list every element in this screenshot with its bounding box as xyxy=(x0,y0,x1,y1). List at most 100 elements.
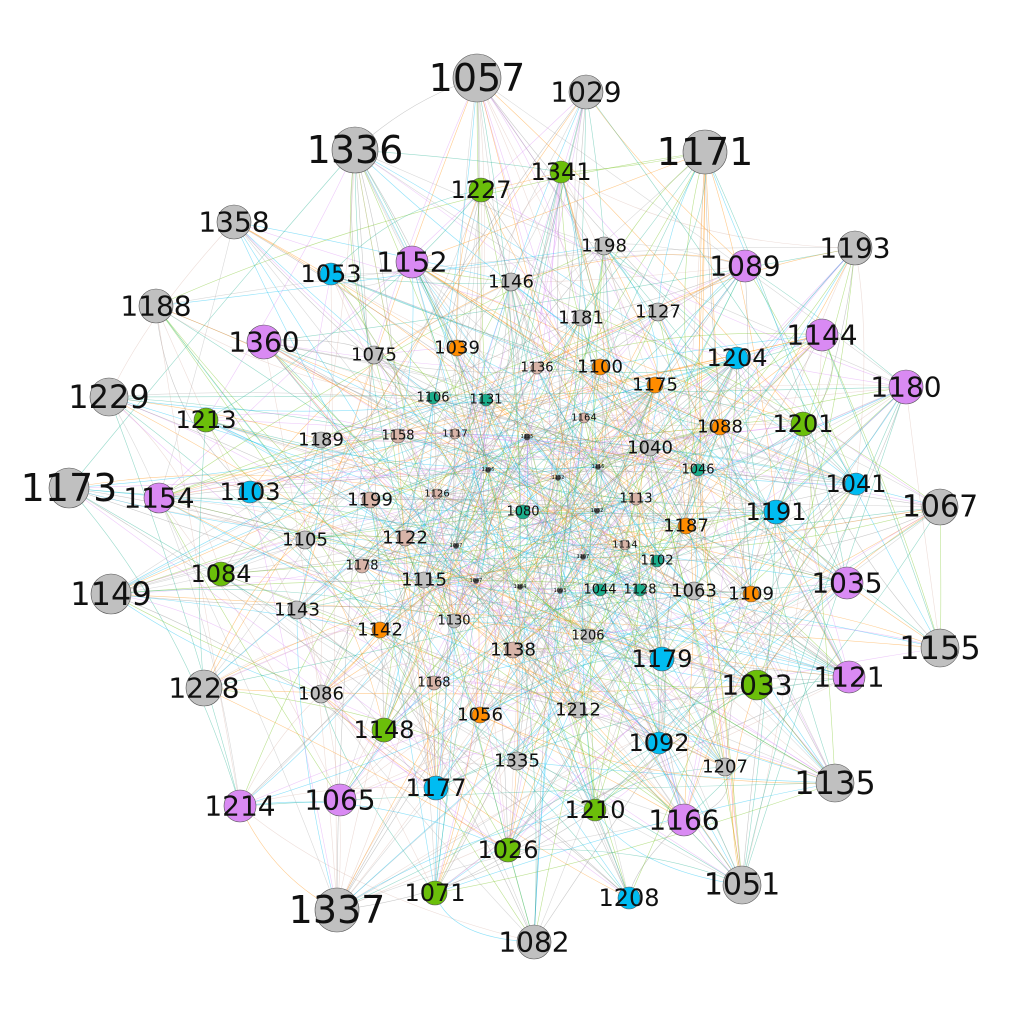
graph-edge xyxy=(536,247,856,369)
graph-edge xyxy=(304,151,706,541)
node-circle xyxy=(395,245,429,279)
graph-edge xyxy=(719,426,752,595)
graph-edge xyxy=(373,354,687,527)
graph-edge xyxy=(404,537,685,821)
node-circle xyxy=(449,428,461,440)
graph-edge xyxy=(536,367,663,660)
graph-edge xyxy=(577,676,850,711)
graph-edge xyxy=(683,483,857,821)
graph-edge xyxy=(361,281,512,567)
node-label: 1184 xyxy=(514,584,527,590)
graph-edge xyxy=(821,334,941,649)
graph-edge xyxy=(510,281,848,584)
node-circle xyxy=(471,706,489,724)
graph-edge xyxy=(661,357,738,660)
graph-edge xyxy=(526,384,907,438)
graph-edge xyxy=(479,657,663,716)
graph-edge xyxy=(354,149,399,437)
graph-edge xyxy=(263,341,538,369)
graph-edge xyxy=(719,426,758,686)
graph-edge xyxy=(249,317,582,493)
graph-edge xyxy=(383,397,437,731)
graph-edge xyxy=(704,151,752,595)
graph-node: 1335 xyxy=(494,751,540,772)
graph-edge xyxy=(684,151,706,471)
graph-node: 1102 xyxy=(640,554,673,569)
node-label: 1149 xyxy=(70,575,151,613)
node-label: 1040 xyxy=(627,438,673,459)
graph-node: 1075 xyxy=(351,345,397,366)
graph-edge xyxy=(519,586,836,784)
graph-edge xyxy=(559,366,601,592)
node-circle xyxy=(238,480,262,504)
graph-edge xyxy=(453,620,758,686)
graph-edge xyxy=(480,189,743,886)
graph-edge xyxy=(68,357,738,489)
graph-edge xyxy=(657,311,850,678)
graph-node: 1041 xyxy=(825,470,886,498)
node-circle xyxy=(495,837,521,863)
graph-edge xyxy=(635,498,850,678)
graph-edge xyxy=(533,590,561,943)
graph-edge xyxy=(453,466,599,622)
graph-edge xyxy=(239,782,836,807)
node-label: 1166 xyxy=(648,804,719,837)
graph-edge xyxy=(320,384,656,695)
node-circle xyxy=(295,530,315,550)
graph-edge xyxy=(594,357,738,811)
graph-edge xyxy=(583,417,660,744)
graph-edge xyxy=(263,341,685,821)
graph-edge xyxy=(485,399,596,811)
graph-edge xyxy=(512,366,601,651)
graph-edge xyxy=(110,593,322,695)
graph-edge xyxy=(108,396,435,684)
graph-edge xyxy=(476,77,685,821)
node-label: 1201 xyxy=(772,410,833,438)
graph-edge xyxy=(507,506,941,851)
graph-edge xyxy=(417,493,438,789)
node-circle xyxy=(185,669,223,707)
graph-edge xyxy=(475,334,823,582)
node-label: 1114 xyxy=(612,540,637,551)
graph-edge xyxy=(296,439,323,611)
node-label: 1051 xyxy=(704,868,780,903)
graph-edge xyxy=(155,305,436,894)
graph-edge xyxy=(436,77,480,495)
graph-edge xyxy=(263,341,857,485)
graph-edge xyxy=(510,265,746,283)
graph-edge xyxy=(263,341,456,435)
graph-edge xyxy=(108,396,241,807)
node-circle xyxy=(331,126,379,174)
graph-edge xyxy=(249,281,512,493)
graph-edge xyxy=(108,396,579,711)
graph-edge xyxy=(436,493,850,678)
graph-edge xyxy=(369,499,436,894)
graph-edge xyxy=(203,91,587,689)
graph-edge xyxy=(526,436,596,811)
graph-edge xyxy=(423,579,758,686)
graph-edge xyxy=(455,436,528,547)
graph-edge xyxy=(597,311,659,468)
graph-node: 1152 xyxy=(376,246,447,279)
graph-edge xyxy=(596,466,612,512)
graph-node: 1227 xyxy=(450,176,511,204)
node-circle xyxy=(619,539,631,551)
graph-edge xyxy=(354,149,656,386)
graph-edge xyxy=(205,189,482,421)
graph-edge xyxy=(756,247,856,686)
node-circle xyxy=(426,391,440,405)
graph-node: 1179 xyxy=(631,645,692,673)
graph-edge xyxy=(330,273,579,711)
graph-edge xyxy=(320,693,509,851)
graph-edge xyxy=(354,149,385,731)
graph-edge xyxy=(436,493,589,637)
graph-edge xyxy=(599,366,663,660)
graph-edge xyxy=(454,433,637,500)
graph-edge xyxy=(233,221,434,399)
graph-edge xyxy=(775,247,856,513)
graph-edge xyxy=(336,386,907,911)
graph-edge xyxy=(263,341,777,513)
graph-edge xyxy=(383,265,746,731)
graph-edge xyxy=(404,537,850,678)
node-circle xyxy=(830,566,864,600)
